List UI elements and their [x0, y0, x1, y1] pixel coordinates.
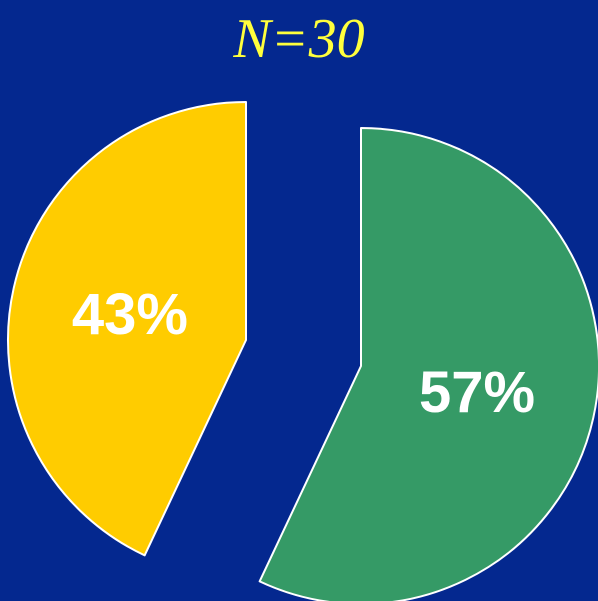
- pie-slice-2: [7, 101, 247, 557]
- pie-slice-1: [258, 127, 598, 601]
- pie-slice-label-2: 43%: [72, 282, 188, 347]
- pie-slice-labels: 57% 43%: [72, 282, 535, 425]
- pie-slice-label-1: 57%: [419, 360, 535, 425]
- pie-slices: [7, 101, 598, 601]
- chart-title: N=30: [232, 8, 364, 70]
